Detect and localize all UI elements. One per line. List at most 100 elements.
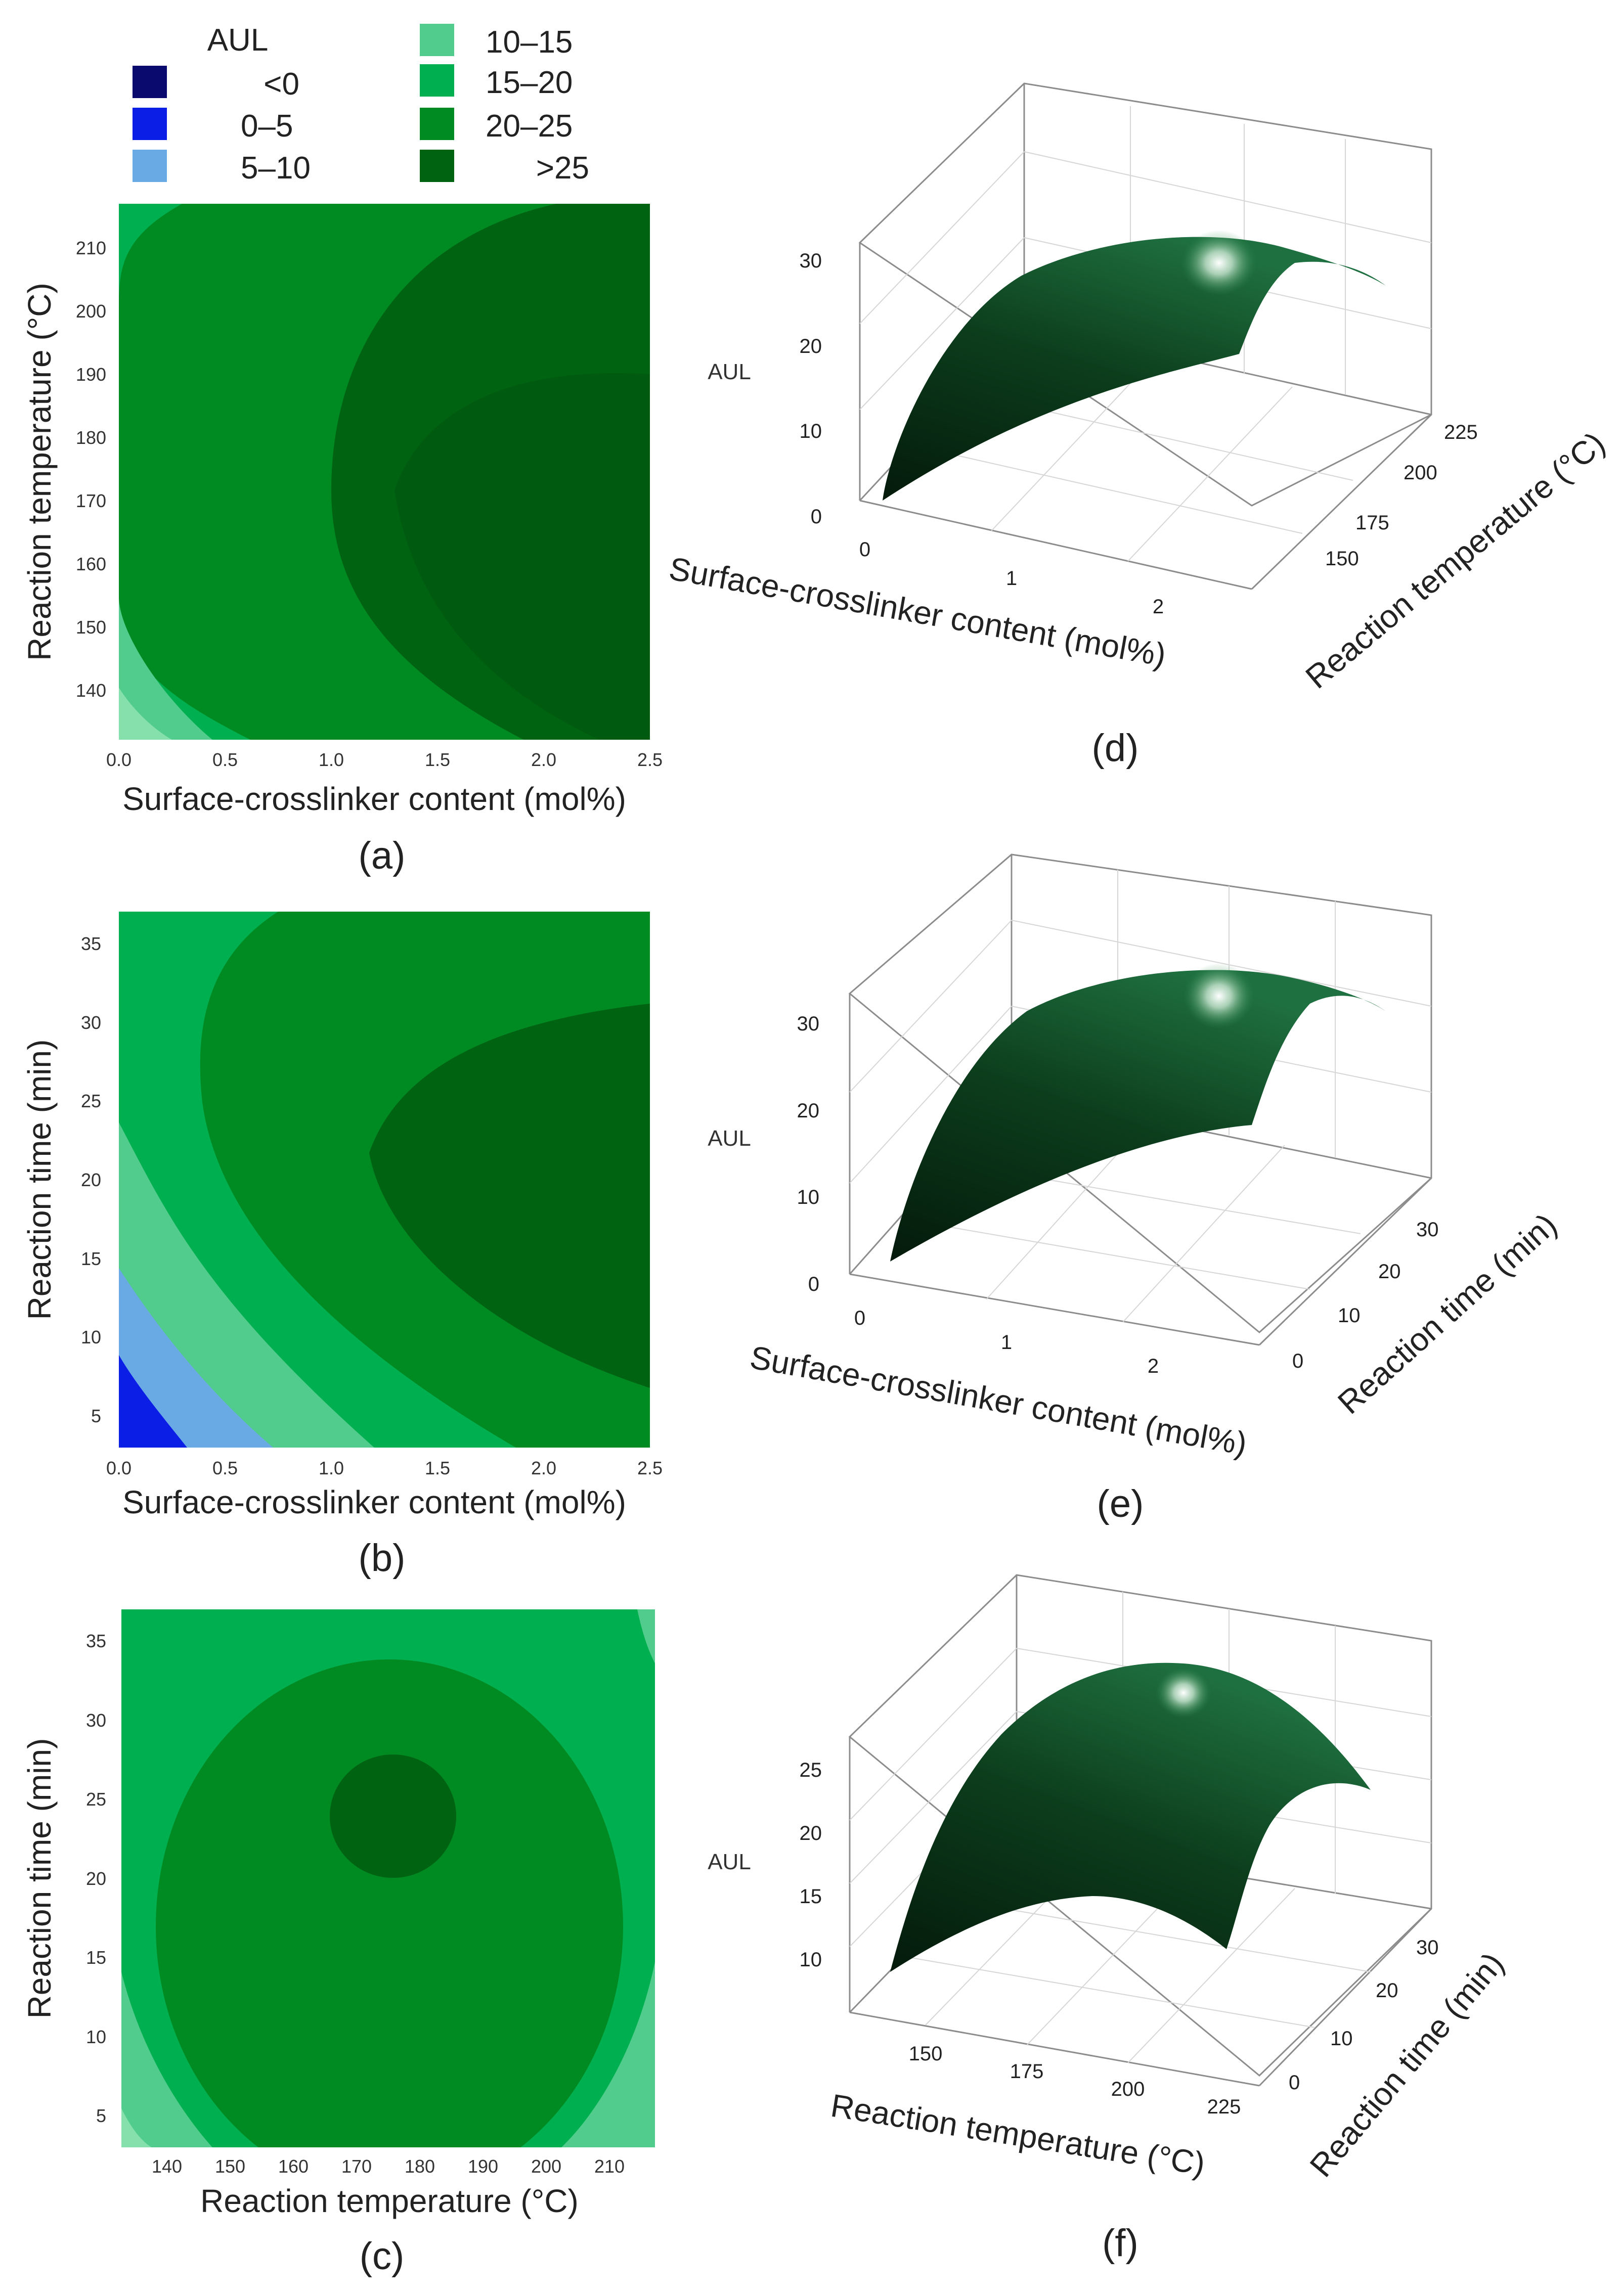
y-axis-label: Reaction temperature (°C) xyxy=(21,283,58,661)
x-axis-label: Surface-crosslinker content (mol%) xyxy=(667,550,1169,673)
z-tick-label: 20 xyxy=(800,1822,822,1844)
z-tick-label: 30 xyxy=(797,1013,820,1035)
legend-title: AUL xyxy=(207,23,269,58)
back-box xyxy=(858,82,1432,507)
legend-item: <0 xyxy=(133,66,299,102)
y-tick-label: 15 xyxy=(86,1947,106,1968)
panel-label: (c) xyxy=(360,2235,405,2278)
legend-swatch xyxy=(133,66,167,98)
y-ticks: 0 10 20 30 xyxy=(1289,1937,1439,2094)
x-tick-label: 190 xyxy=(468,2156,498,2177)
region-10-15-topright xyxy=(637,1609,655,1663)
grid-line xyxy=(1011,920,1432,1007)
x-ticks: 0 1 2 xyxy=(859,538,1164,618)
x-tick-label: 0 xyxy=(854,1307,865,1329)
grid-line xyxy=(849,1711,1017,1884)
z-tick-label: 0 xyxy=(808,1273,819,1295)
legend-label: >25 xyxy=(536,151,589,186)
x-tick-label: 1.5 xyxy=(425,749,450,770)
z-axis-label: AUL xyxy=(708,359,751,384)
legend-swatch xyxy=(420,24,454,56)
y-tick-label: 35 xyxy=(86,1631,106,1651)
z-tick-label: 0 xyxy=(811,506,822,528)
surface-panel-f: 10 15 20 25 AUL 150 175 200 225 0 10 20 … xyxy=(708,1574,1511,2265)
y-tick-label: 200 xyxy=(1404,462,1437,484)
surface-highlight xyxy=(1183,963,1254,1029)
legend-item: >25 xyxy=(420,150,589,186)
x-tick-label: 2.5 xyxy=(637,749,663,770)
grid-line xyxy=(1024,151,1432,243)
region-0-5 xyxy=(119,1355,187,1448)
region-gt25 xyxy=(369,1004,650,1388)
grid-line xyxy=(849,1648,1017,1821)
z-tick-label: 20 xyxy=(800,335,822,357)
y-ticks: 140 150 160 170 180 190 200 210 xyxy=(76,238,106,701)
z-ticks: 10 15 20 25 xyxy=(800,1759,822,1971)
x-tick-label: 0.0 xyxy=(106,1458,131,1478)
x-tick-label: 0.0 xyxy=(106,749,131,770)
x-tick-label: 1.5 xyxy=(425,1458,450,1478)
x-axis-label: Reaction temperature (°C) xyxy=(200,2183,579,2219)
y-tick-label: 30 xyxy=(81,1012,101,1033)
surface-sheet xyxy=(890,1662,1371,1972)
y-tick-label: 150 xyxy=(1325,548,1359,570)
legend-swatch xyxy=(420,108,454,140)
surface-panel-e: 0 10 20 30 AUL 0 1 2 0 10 20 30 Surface-… xyxy=(708,853,1564,1525)
y-ticks: 0 10 20 30 xyxy=(1292,1219,1439,1372)
back-box xyxy=(848,1574,1432,2077)
z-axis-label: AUL xyxy=(708,1126,751,1151)
legend-swatch xyxy=(420,150,454,182)
box-edge xyxy=(849,2011,1260,2087)
box-edge xyxy=(1258,1177,1432,1346)
legend-swatch xyxy=(133,150,167,182)
y-tick-label: 35 xyxy=(81,933,101,954)
region-10-15-left xyxy=(121,1972,212,2147)
grid-line xyxy=(900,1218,1310,1290)
panel-label: (f) xyxy=(1102,2222,1138,2265)
legend: AUL <0 0–5 5–10 10–15 15–20 20–25 >25 xyxy=(133,23,589,186)
region-gt25 xyxy=(330,1754,456,1878)
grid-line xyxy=(960,1901,1371,1972)
y-tick-label: 30 xyxy=(86,1710,106,1731)
grid-line xyxy=(849,920,1012,1093)
box-edge xyxy=(859,500,1252,590)
panel-label: (b) xyxy=(359,1537,406,1580)
contour-regions xyxy=(121,1609,655,2147)
x-axis-label: Surface-crosslinker content (mol%) xyxy=(748,1339,1250,1462)
x-tick-label: 0.5 xyxy=(212,749,238,770)
y-tick-label: 175 xyxy=(1355,512,1389,534)
y-tick-label: 225 xyxy=(1444,421,1478,443)
region-20-25 xyxy=(156,1659,623,2147)
y-tick-label: 10 xyxy=(81,1327,101,1347)
x-tick-label: 0.5 xyxy=(212,1458,238,1478)
contour-panel-c: 140 150 160 170 180 190 200 210 5 10 15 … xyxy=(21,1609,655,2278)
x-tick-label: 1.0 xyxy=(319,749,344,770)
x-tick-label: 2.0 xyxy=(531,749,556,770)
x-tick-label: 210 xyxy=(594,2156,625,2177)
y-ticks: 5 10 15 20 25 30 35 xyxy=(86,1631,106,2126)
x-tick-label: 200 xyxy=(1111,2078,1145,2100)
y-tick-label: 25 xyxy=(86,1789,106,1810)
legend-item: 5–10 xyxy=(133,150,311,186)
contour-regions xyxy=(119,912,650,1448)
y-tick-label: 190 xyxy=(76,364,106,385)
grid-line xyxy=(849,1006,1012,1184)
grid-line xyxy=(1127,386,1293,562)
y-axis-label: Reaction time (min) xyxy=(1303,1946,1511,2184)
legend-swatch xyxy=(420,64,454,97)
y-tick-label: 160 xyxy=(76,554,106,574)
region-10-15-corner xyxy=(121,2108,152,2147)
y-tick-label: 0 xyxy=(1292,1350,1303,1372)
surface xyxy=(883,230,1386,501)
x-tick-label: 2 xyxy=(1153,596,1164,618)
panel-label: (e) xyxy=(1097,1482,1144,1525)
y-tick-label: 200 xyxy=(76,301,106,322)
legend-label: <0 xyxy=(264,67,299,102)
y-tick-label: 210 xyxy=(76,238,106,258)
surface-sheet xyxy=(890,970,1386,1262)
z-tick-label: 25 xyxy=(800,1759,822,1781)
x-tick-label: 160 xyxy=(278,2156,309,2177)
region-10-15 xyxy=(119,597,212,740)
x-tick-label: 140 xyxy=(152,2156,182,2177)
y-tick-label: 30 xyxy=(1416,1937,1439,1959)
